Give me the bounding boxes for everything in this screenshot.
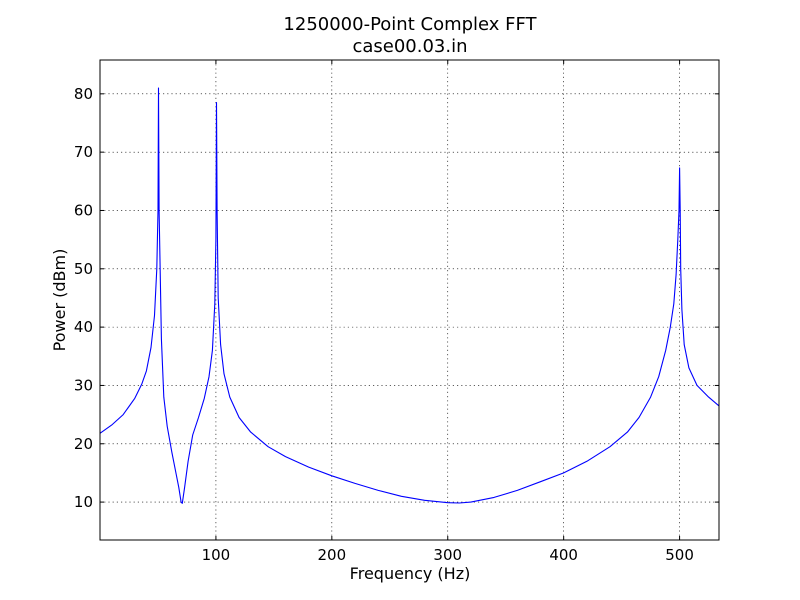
power-spectrum-line: [99, 87, 720, 504]
x-tick-label: 100: [202, 546, 231, 564]
chart-subtitle: case00.03.in: [352, 36, 467, 57]
y-tick-label: 20: [74, 435, 93, 453]
x-tick-label: 300: [433, 546, 462, 564]
axis-ticks: 100 200 300 400 500 10 20 30 40 50 60 70 80: [74, 60, 719, 564]
plot-area: [99, 87, 720, 504]
x-tick-label: 500: [665, 546, 694, 564]
axes-frame: [99, 59, 720, 541]
y-tick-label: 10: [74, 493, 93, 511]
x-axis-label: Frequency (Hz): [350, 564, 471, 583]
y-tick-label: 40: [74, 318, 93, 336]
chart-title: 1250000-Point Complex FFT: [283, 14, 537, 35]
y-tick-label: 70: [74, 143, 93, 161]
x-tick-label: 200: [318, 546, 347, 564]
x-tick-label: 400: [549, 546, 578, 564]
y-tick-label: 50: [74, 260, 93, 278]
y-axis-label: Power (dBm): [50, 249, 69, 352]
y-tick-label: 80: [74, 85, 93, 103]
y-tick-label: 60: [74, 201, 93, 219]
grid-lines: [100, 60, 719, 540]
y-tick-label: 30: [74, 376, 93, 394]
